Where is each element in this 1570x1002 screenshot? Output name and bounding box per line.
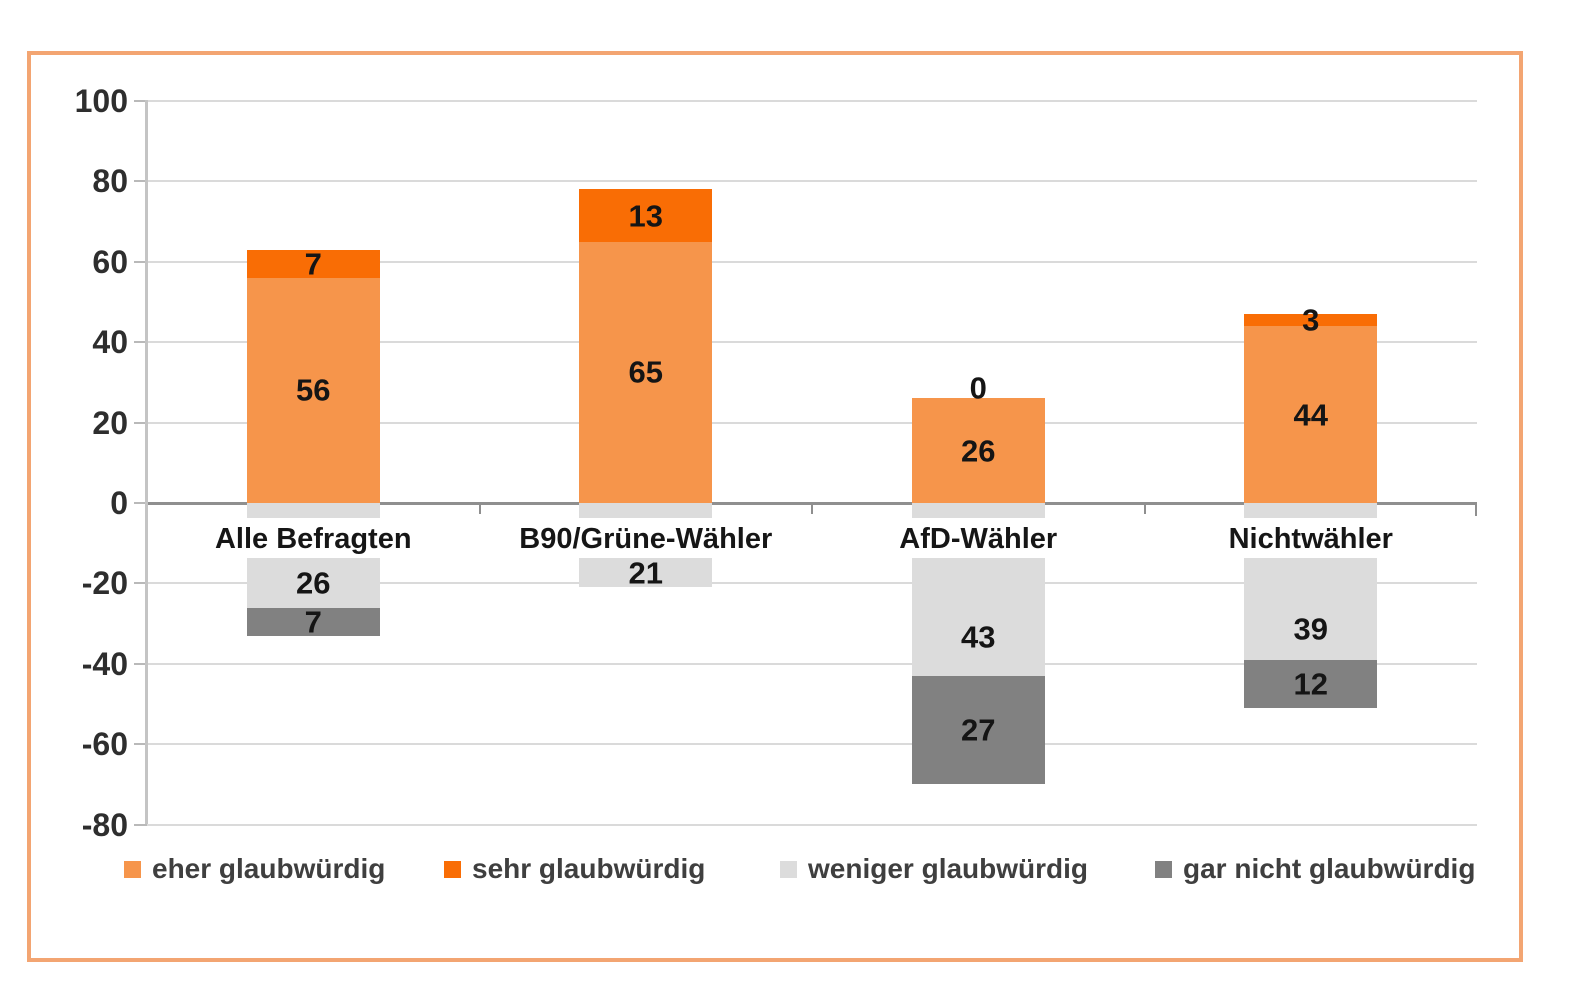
- bar-segment-gar-nicht-glaubwuerdig: [1244, 659, 1378, 708]
- y-axis-tick: [134, 100, 147, 102]
- value-label-weniger-glaubwuerdig: 21: [628, 555, 663, 591]
- y-axis-tick: [134, 260, 147, 263]
- gridline: [147, 823, 1477, 826]
- value-label-sehr-glaubwuerdig: 3: [1302, 302, 1320, 338]
- category-boundary-tick: [478, 503, 481, 514]
- gridline: [147, 662, 1477, 665]
- value-label-eher-glaubwuerdig: 26: [961, 433, 996, 469]
- legend-item-eher-glaubwuerdig: eher glaubwürdig: [124, 852, 385, 886]
- category-boundary-tick: [1143, 503, 1146, 514]
- y-axis-tick: [134, 823, 147, 826]
- y-tick-label: 100: [74, 83, 128, 119]
- y-tick-label: -60: [81, 726, 128, 763]
- y-tick-label: 60: [92, 243, 128, 280]
- category-label: B90/Grüne-Wähler: [519, 523, 773, 555]
- category-boundary-tick: [811, 503, 813, 514]
- gridline: [147, 582, 1477, 585]
- value-label-eher-glaubwuerdig: 44: [1293, 397, 1328, 433]
- value-label-eher-glaubwuerdig: 65: [628, 354, 663, 390]
- bar-segment-sehr-glaubwuerdig: [1244, 314, 1378, 327]
- gridline: [147, 180, 1477, 183]
- value-label-gar-nicht-glaubwuerdig: 7: [304, 604, 322, 640]
- y-tick-label: -40: [81, 645, 128, 682]
- bar-segment-gar-nicht-glaubwuerdig: [911, 675, 1045, 785]
- value-label-weniger-glaubwuerdig: 26: [296, 565, 331, 601]
- value-label-gar-nicht-glaubwuerdig: 27: [961, 712, 996, 748]
- x-axis-end-tick: [1475, 503, 1477, 516]
- legend-swatch-sehr-glaubwuerdig: [444, 860, 461, 878]
- y-tick-label: 20: [92, 404, 128, 441]
- y-axis-tick: [134, 421, 147, 424]
- gridline: [147, 341, 1477, 344]
- category-label: Nichtwähler: [1228, 523, 1393, 555]
- gridline: [147, 421, 1477, 424]
- category-label: Alle Befragten: [214, 523, 412, 555]
- value-label-sehr-glaubwuerdig: 7: [304, 246, 322, 282]
- y-axis-tick: [134, 743, 147, 746]
- bar-segment-eher-glaubwuerdig: [1244, 326, 1378, 503]
- y-tick-label: -80: [81, 806, 128, 843]
- legend-swatch-eher-glaubwuerdig: [124, 860, 141, 878]
- legend-item-weniger-glaubwuerdig: weniger glaubwürdig: [780, 852, 1088, 886]
- legend-label: gar nicht glaubwürdig: [1183, 853, 1476, 884]
- value-label-weniger-glaubwuerdig: 43: [961, 619, 996, 655]
- category-label: AfD-Wähler: [899, 523, 1058, 555]
- y-axis-tick: [134, 662, 147, 665]
- y-axis-tick: [134, 341, 147, 344]
- y-tick-label: 80: [92, 163, 128, 200]
- bar-segment-eher-glaubwuerdig: [246, 277, 380, 503]
- y-tick-label: 40: [92, 324, 128, 361]
- y-axis-tick: [134, 582, 147, 585]
- gridline: [147, 743, 1477, 746]
- bar-segment-gar-nicht-glaubwuerdig: [246, 607, 380, 636]
- value-label-eher-glaubwuerdig: 56: [296, 372, 331, 408]
- legend-label: sehr glaubwürdig: [472, 853, 706, 884]
- y-tick-label: -20: [81, 565, 128, 602]
- value-label-sehr-glaubwuerdig: 0: [969, 370, 987, 406]
- value-label-weniger-glaubwuerdig: 39: [1293, 611, 1328, 647]
- legend-swatch-gar-nicht-glaubwuerdig: [1155, 860, 1172, 878]
- bar-segment-eher-glaubwuerdig: [579, 241, 713, 503]
- y-tick-label: 0: [110, 485, 128, 521]
- category-label-band: [149, 518, 1477, 558]
- legend-label: eher glaubwürdig: [152, 853, 386, 884]
- bar-segment-sehr-glaubwuerdig: [579, 189, 713, 242]
- y-axis-tick: [134, 502, 147, 504]
- legend-swatch-weniger-glaubwuerdig: [780, 860, 797, 878]
- value-label-sehr-glaubwuerdig: 13: [628, 198, 663, 234]
- legend-item-gar-nicht-glaubwuerdig: gar nicht glaubwürdig: [1155, 852, 1475, 886]
- bar-segment-sehr-glaubwuerdig: [246, 249, 380, 278]
- y-axis-line: [145, 100, 148, 824]
- gridline: [147, 260, 1477, 263]
- legend-label: weniger glaubwürdig: [808, 853, 1089, 884]
- bar-segment-eher-glaubwuerdig: [911, 398, 1045, 503]
- y-axis-tick: [134, 180, 147, 183]
- value-label-gar-nicht-glaubwuerdig: 12: [1293, 666, 1328, 702]
- gridline: [147, 100, 1477, 102]
- legend-item-sehr-glaubwuerdig: sehr glaubwürdig: [444, 852, 705, 886]
